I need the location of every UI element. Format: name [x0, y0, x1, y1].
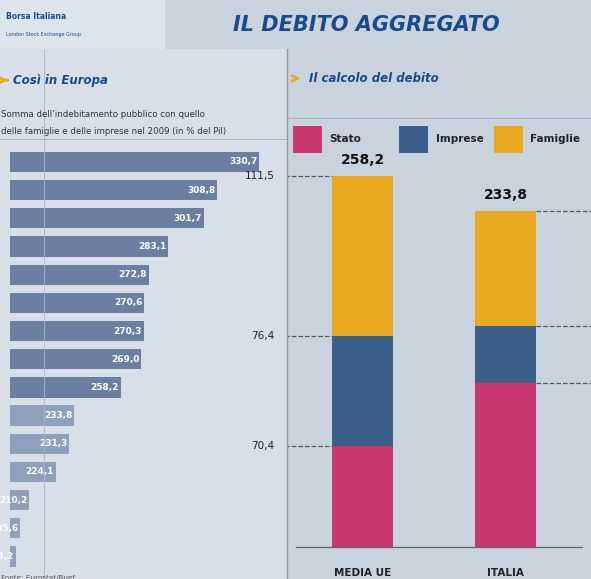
Bar: [9, 462, 56, 482]
Text: 210,2: 210,2: [0, 496, 27, 504]
Text: 283,1: 283,1: [138, 242, 167, 251]
Bar: [9, 405, 74, 426]
Text: 205,6: 205,6: [0, 524, 18, 533]
Bar: [287, 49, 591, 118]
Bar: [9, 349, 141, 369]
Bar: [475, 383, 536, 547]
Bar: [9, 208, 204, 229]
Text: 258,2: 258,2: [90, 383, 119, 392]
Text: 224,1: 224,1: [25, 467, 54, 477]
Text: 330,7: 330,7: [229, 157, 258, 166]
Text: Così in Europa: Così in Europa: [14, 74, 108, 87]
Text: London Stock Exchange Group: London Stock Exchange Group: [6, 32, 81, 37]
Text: IL DEBITO AGGREGATO: IL DEBITO AGGREGATO: [233, 14, 500, 35]
Text: 76,4: 76,4: [251, 331, 274, 342]
Bar: [9, 293, 144, 313]
Bar: [493, 126, 522, 153]
Bar: [332, 336, 393, 446]
Text: 258,2: 258,2: [340, 153, 385, 167]
Text: MEDIA UE: MEDIA UE: [334, 569, 391, 578]
Bar: [0, 49, 287, 140]
Text: 308,8: 308,8: [187, 186, 216, 195]
Text: Stato: Stato: [329, 134, 361, 144]
Bar: [9, 152, 259, 172]
Text: Fonte: Eurostat/Ruef: Fonte: Eurostat/Ruef: [1, 575, 75, 579]
Text: Somma dell’indebitamento pubblico con quello: Somma dell’indebitamento pubblico con qu…: [1, 110, 205, 119]
Bar: [9, 434, 69, 454]
Text: 233,8: 233,8: [484, 188, 528, 202]
Bar: [9, 547, 16, 567]
Bar: [475, 211, 536, 326]
Text: 272,8: 272,8: [118, 270, 147, 279]
Bar: [9, 490, 29, 510]
Bar: [9, 378, 121, 398]
Text: 231,3: 231,3: [39, 439, 67, 448]
Bar: [475, 326, 536, 383]
Bar: [9, 518, 20, 538]
Bar: [332, 446, 393, 547]
Bar: [400, 126, 428, 153]
Bar: [9, 236, 168, 256]
Polygon shape: [0, 0, 165, 49]
Bar: [0, 0, 165, 49]
Text: 233,8: 233,8: [44, 411, 72, 420]
Text: ITALIA: ITALIA: [488, 569, 524, 578]
Text: 269,0: 269,0: [111, 355, 139, 364]
Text: Famiglie: Famiglie: [530, 134, 580, 144]
Bar: [9, 265, 149, 285]
Bar: [293, 126, 322, 153]
Text: Borsa Italiana: Borsa Italiana: [6, 12, 66, 21]
Bar: [332, 176, 393, 336]
Bar: [9, 180, 217, 200]
Bar: [9, 321, 144, 341]
Text: delle famiglie e delle imprese nel 2009 (in % del Pil): delle famiglie e delle imprese nel 2009 …: [1, 127, 226, 135]
Text: 203,2: 203,2: [0, 552, 14, 561]
Text: 301,7: 301,7: [174, 214, 202, 223]
Text: 270,3: 270,3: [113, 327, 142, 335]
Text: 70,4: 70,4: [251, 441, 274, 451]
Text: 270,6: 270,6: [114, 298, 142, 307]
Text: Imprese: Imprese: [436, 134, 483, 144]
Text: 111,5: 111,5: [245, 171, 274, 181]
Text: Il calcolo del debito: Il calcolo del debito: [310, 72, 439, 85]
